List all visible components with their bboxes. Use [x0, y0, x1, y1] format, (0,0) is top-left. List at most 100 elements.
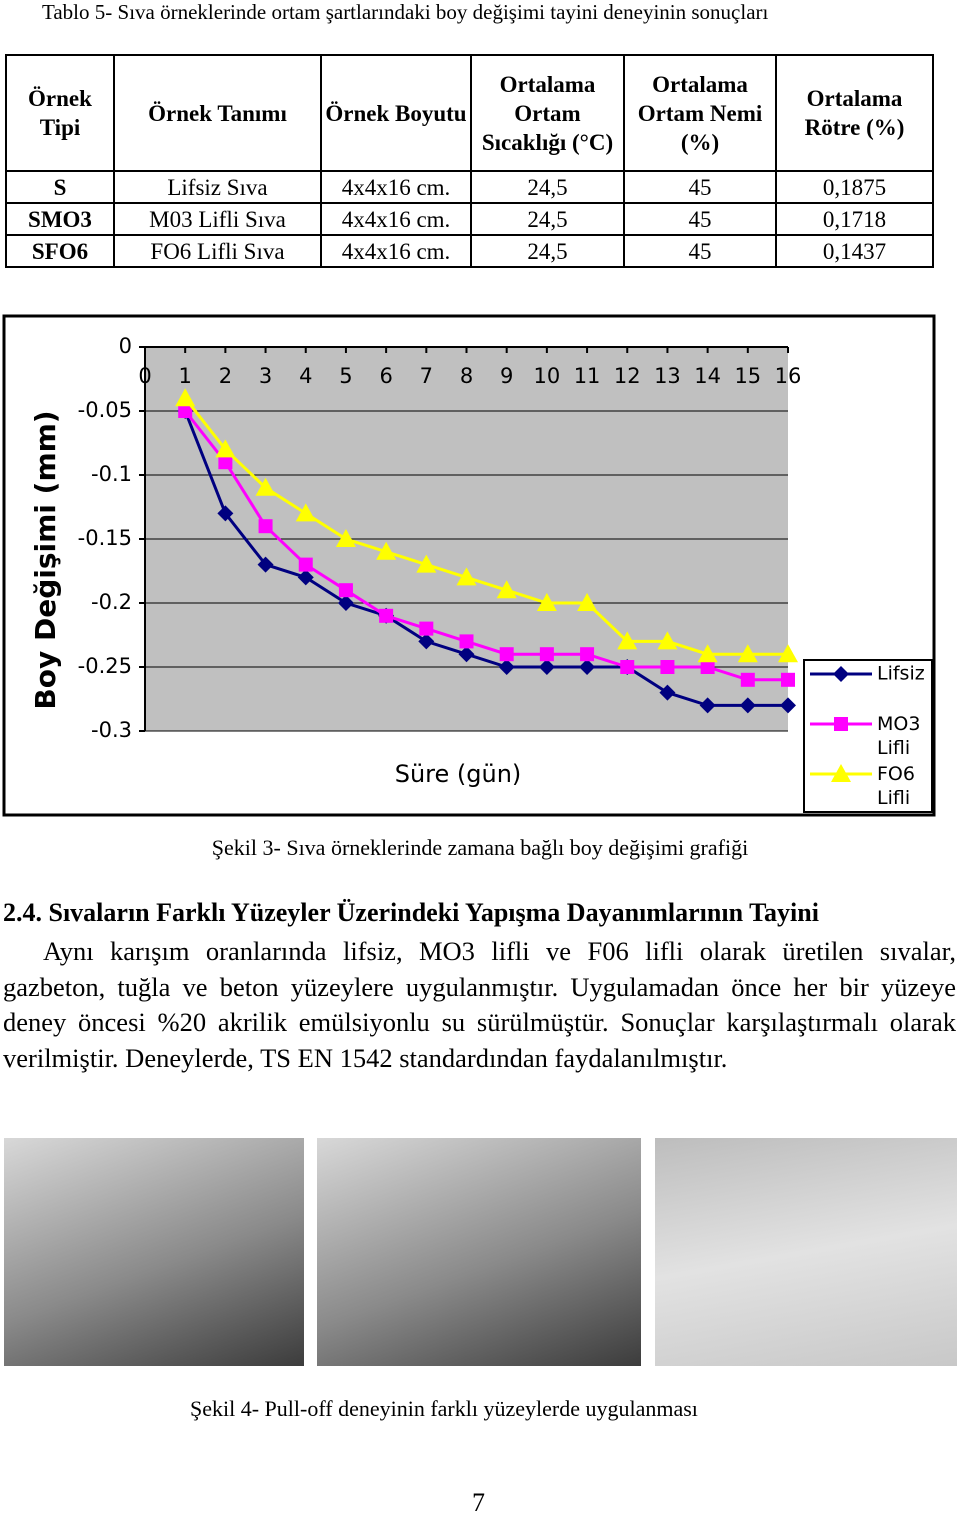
table-row: SMO3 M03 Lifli Sıva 4x4x16 cm. 24,5 45 0,1718	[5, 202, 934, 236]
figure-caption: Şekil 4- Pull-off deneyinin farklı yüzey…	[190, 1396, 698, 1421]
legend-label: Lifsiz	[877, 663, 925, 685]
data-point	[697, 644, 718, 663]
results-table: Örnek Tipi Örnek Tanımı Örnek Boyutu Ort…	[5, 54, 934, 268]
page-number: 7	[472, 1488, 485, 1517]
x-tick-label: 5	[339, 364, 352, 388]
data-point	[379, 608, 394, 623]
data-point	[499, 647, 514, 662]
y-tick-label: -0.15	[78, 526, 132, 550]
table-row: SFO6 FO6 Lifli Sıva 4x4x16 cm. 24,5 45 0,1437	[5, 234, 934, 268]
table-cell: M03 Lifli Sıva	[113, 202, 322, 236]
table-cell: S	[5, 170, 115, 204]
x-axis-label: Süre (gün)	[395, 760, 522, 788]
data-point	[536, 593, 557, 611]
data-point	[337, 595, 354, 611]
data-point	[740, 672, 755, 687]
table-cell: SMO3	[5, 202, 115, 236]
data-point	[659, 684, 676, 701]
series-line	[184, 397, 788, 656]
x-tick-label: 8	[460, 364, 473, 388]
data-point	[620, 660, 635, 674]
legend-marker	[834, 717, 848, 731]
x-tick-label: 2	[219, 364, 232, 388]
table-cell: 4x4x16 cm.	[320, 170, 472, 204]
table-cell: 45	[623, 202, 777, 236]
data-point	[737, 644, 758, 663]
data-point	[215, 439, 236, 458]
series-line	[183, 410, 788, 707]
data-point	[217, 505, 234, 522]
x-tick-label: 13	[654, 364, 681, 388]
y-tick-label: -0.2	[91, 590, 132, 614]
section-heading: 2.4. Sıvaların Farklı Yüzeyler Üzerindek…	[3, 898, 819, 927]
header-cell: Örnek Tipi	[5, 54, 115, 172]
table-cell: 0,1875	[775, 170, 934, 204]
chart: Boy Değişimi (mm) Süre (gün) Şekil 3- Sı…	[2, 314, 936, 860]
table-cell: 24,5	[470, 202, 625, 236]
data-point	[699, 697, 716, 714]
x-tick-label: 6	[379, 364, 392, 388]
data-point	[657, 631, 678, 650]
data-point	[218, 455, 233, 470]
data-point	[175, 388, 196, 407]
header-cell: Ortalama Rötre (%)	[775, 54, 934, 172]
table-cell: 4x4x16 cm.	[320, 202, 472, 236]
data-point	[700, 660, 715, 674]
header-cell: Ortalama Ortam Sıcaklığı (°C)	[470, 54, 625, 172]
table-cell: 24,5	[470, 234, 625, 268]
y-tick-label: -0.25	[78, 654, 132, 678]
x-tick-label: 1	[179, 364, 192, 388]
data-point	[778, 644, 798, 663]
table-cell: 0,1718	[775, 202, 934, 236]
data-point	[178, 404, 193, 418]
data-point	[496, 580, 517, 599]
data-point	[376, 541, 397, 560]
photo	[317, 1138, 641, 1366]
legend-marker	[831, 764, 851, 782]
data-point	[458, 646, 475, 663]
data-point	[739, 697, 756, 714]
data-point	[579, 659, 596, 675]
data-point	[295, 503, 316, 522]
x-tick-label: 0	[138, 364, 151, 388]
data-point	[780, 697, 796, 714]
data-point	[419, 621, 434, 636]
x-tick-label: 12	[614, 364, 641, 388]
x-tick-label: 3	[259, 364, 272, 388]
data-point	[416, 554, 437, 573]
data-point	[538, 659, 555, 675]
table-cell: SFO6	[5, 234, 115, 268]
data-point	[456, 567, 477, 586]
photo	[655, 1138, 957, 1366]
y-tick-label: 0	[119, 334, 132, 358]
y-axis-label: Boy Değişimi (mm)	[29, 410, 62, 709]
data-point	[297, 569, 314, 586]
photo	[4, 1138, 304, 1366]
data-point	[539, 647, 554, 662]
data-point	[498, 659, 515, 675]
legend-marker	[833, 666, 849, 682]
header-cell: Örnek Boyutu	[320, 54, 472, 172]
x-tick-label: 10	[534, 364, 561, 388]
table-cell: 24,5	[470, 170, 625, 204]
data-point	[459, 634, 474, 649]
table-cell: 4x4x16 cm.	[320, 234, 472, 268]
x-tick-label: 4	[299, 364, 312, 388]
legend-label: FO6 Lifli	[877, 763, 915, 809]
paragraph: Aynı karışım oranlarında lifsiz, MO3 lif…	[3, 936, 956, 1073]
header-cell: Ortalama Ortam Nemi (%)	[623, 54, 777, 172]
x-tick-label: 16	[775, 364, 802, 388]
legend-label: MO3 Lifli	[877, 713, 920, 759]
data-point	[660, 660, 675, 674]
table-cell: FO6 Lifli Sıva	[113, 234, 322, 268]
data-point	[338, 583, 353, 598]
x-tick-label: 14	[694, 364, 721, 388]
table-cell: Lifsiz Sıva	[113, 170, 322, 204]
data-point	[418, 633, 435, 650]
y-tick-label: -0.1	[91, 462, 132, 486]
table-cell: 0,1437	[775, 234, 934, 268]
y-tick-label: -0.3	[91, 718, 132, 742]
data-point	[577, 593, 598, 611]
table-row: S Lifsiz Sıva 4x4x16 cm. 24,5 45 0,1875	[5, 170, 934, 204]
x-tick-label: 11	[574, 364, 601, 388]
